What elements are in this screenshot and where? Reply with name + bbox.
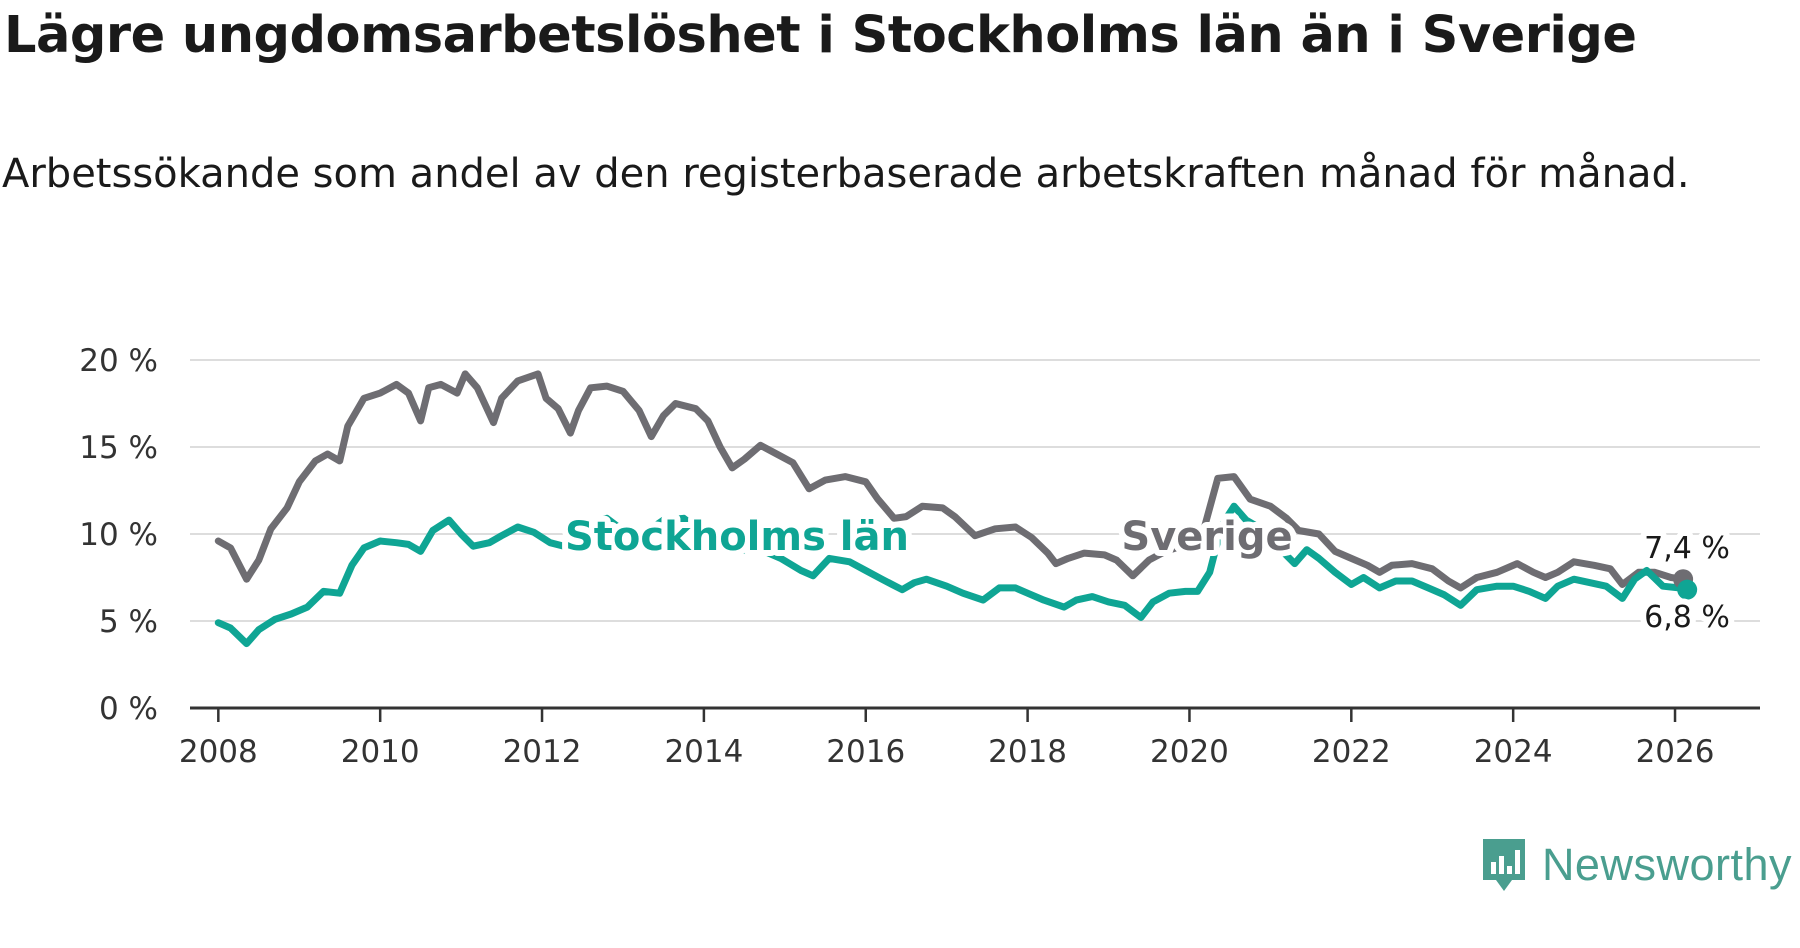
x-tick-label: 2022 <box>1312 734 1391 770</box>
y-tick-label: 15 % <box>79 430 158 466</box>
y-tick-label: 20 % <box>79 343 158 379</box>
x-tick-label: 2012 <box>503 734 582 770</box>
sverige-series-label: Sverige <box>1121 514 1292 560</box>
newsworthy-logo: Newsworthy <box>1480 836 1792 894</box>
series-lines <box>214 370 1698 648</box>
series-labels: Stockholms län Sverige 7,4 % 6,8 % <box>559 508 1736 641</box>
x-tick-label: 2024 <box>1474 734 1553 770</box>
x-tick-label: 2014 <box>664 734 743 770</box>
x-tick-label: 2018 <box>988 734 1067 770</box>
brand-name: Newsworthy <box>1541 839 1792 890</box>
axes: 0 % 5 % 10 % 15 % 20 % 2008 2010 2012 2014 2016 20… <box>79 343 1760 770</box>
y-tick-label: 5 % <box>99 604 158 640</box>
x-tick-label: 2010 <box>341 734 420 770</box>
x-tick-label: 2008 <box>179 734 258 770</box>
sverige-end-value: 7,4 % <box>1644 531 1730 566</box>
stockholm-series-label: Stockholms län <box>565 514 909 560</box>
x-tick-label: 2020 <box>1150 734 1229 770</box>
sverige-line <box>214 370 1687 592</box>
stockholm-end-marker <box>1677 579 1698 600</box>
newsworthy-chat-icon <box>1482 839 1525 891</box>
chart-subtitle: Arbetssökande som andel av den registerb… <box>2 151 1690 197</box>
y-tick-label: 0 % <box>99 691 158 727</box>
x-tick-label: 2026 <box>1636 734 1715 770</box>
stockholm-end-value: 6,8 % <box>1644 600 1730 635</box>
x-tick-label: 2016 <box>826 734 905 770</box>
y-tick-label: 10 % <box>79 517 158 553</box>
gridlines <box>190 359 1760 622</box>
stockholm-line <box>214 502 1691 648</box>
chart-title: Lägre ungdomsarbetslöshet i Stockholms l… <box>4 6 1637 65</box>
